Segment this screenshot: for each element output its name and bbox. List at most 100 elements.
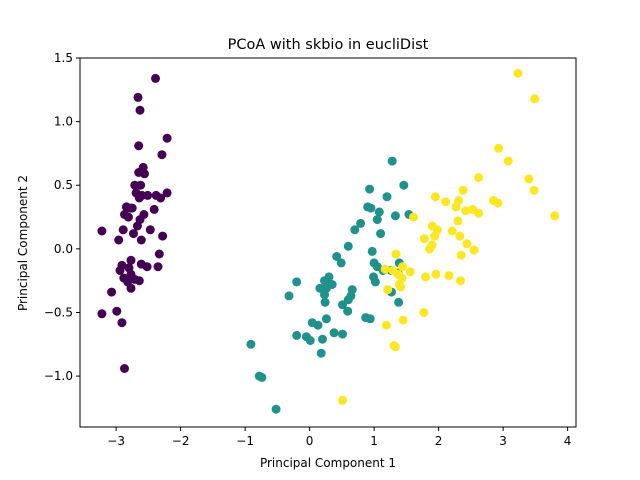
point-cluster-3-47 (398, 315, 408, 325)
point-cluster-3-7 (529, 185, 539, 195)
y-tick-label: 1.5 (54, 51, 73, 65)
chart-title: PCoA with skbio in eucliDist (228, 37, 429, 53)
y-axis: −1.0 −0.5 0.0 0.5 1.0 1.5 (44, 51, 80, 383)
point-cluster-1-52 (117, 318, 127, 328)
x-tick-label: 1 (370, 434, 378, 448)
point-cluster-2-53 (316, 348, 326, 358)
point-cluster-3-48 (381, 320, 391, 330)
plot-frame (79, 57, 577, 428)
point-cluster-1-53 (120, 364, 129, 373)
point-cluster-1-51 (97, 309, 107, 319)
point-cluster-3-17 (474, 208, 484, 218)
point-cluster-3-26 (419, 234, 429, 244)
point-cluster-2-26 (320, 276, 329, 286)
point-cluster-2-39 (338, 300, 347, 310)
point-cluster-3-40 (421, 272, 431, 282)
point-cluster-2-57 (271, 404, 281, 414)
point-cluster-1-11 (130, 180, 140, 190)
point-cluster-3-42 (456, 276, 465, 286)
point-cluster-1-16 (143, 190, 153, 200)
point-cluster-2-38 (284, 291, 294, 301)
point-cluster-3-5 (474, 173, 484, 183)
x-tick-label: 2 (435, 434, 443, 448)
point-cluster-1-36 (126, 255, 136, 265)
point-cluster-1-5 (134, 141, 144, 151)
point-cluster-1-13 (162, 188, 172, 198)
point-cluster-3-3 (494, 143, 504, 153)
point-cluster-1-3 (135, 105, 145, 115)
x-tick-label: 0 (306, 434, 314, 448)
point-cluster-2-40 (394, 297, 404, 307)
point-cluster-3-4 (503, 156, 513, 166)
point-cluster-3-16 (461, 206, 471, 216)
point-cluster-3-6 (524, 174, 534, 184)
y-tick-label: 0.0 (54, 242, 73, 256)
point-cluster-3-46 (419, 308, 429, 317)
x-tick-label: −1 (236, 434, 254, 448)
point-cluster-3-34 (380, 264, 390, 274)
point-cluster-2-50 (329, 328, 339, 338)
x-tick-label: −3 (107, 434, 125, 448)
point-cluster-2-34 (320, 297, 330, 307)
point-cluster-1-31 (129, 229, 138, 239)
point-cluster-2-30 (315, 283, 325, 293)
point-cluster-1-22 (149, 204, 159, 214)
point-cluster-2-49 (305, 336, 315, 345)
point-cluster-3-41 (444, 271, 454, 281)
point-cluster-2-44 (365, 314, 375, 324)
point-cluster-1-34 (136, 235, 146, 245)
point-cluster-3-39 (431, 269, 441, 279)
point-cluster-1-50 (112, 306, 122, 316)
point-cluster-1-29 (145, 225, 155, 235)
point-cluster-2-14 (343, 241, 353, 251)
point-cluster-2-54 (246, 339, 256, 349)
x-axis-label: Principal Component 1 (260, 456, 396, 470)
point-cluster-1-47 (134, 276, 144, 286)
point-cluster-1-40 (153, 262, 163, 272)
point-cluster-3-29 (425, 244, 435, 254)
point-cluster-3-44 (383, 285, 393, 295)
point-cluster-3-51 (338, 395, 347, 405)
point-cluster-1-27 (132, 221, 142, 231)
point-cluster-2-47 (292, 330, 302, 340)
point-cluster-3-18 (550, 211, 560, 221)
point-cluster-1-32 (97, 226, 107, 236)
y-axis-label: Principal Component 2 (16, 175, 30, 311)
point-cluster-1-25 (123, 212, 133, 222)
point-cluster-1-42 (115, 266, 125, 275)
y-tick-label: 0.5 (54, 178, 73, 192)
y-tick-label: −1.0 (44, 369, 73, 383)
point-cluster-2-2 (399, 180, 409, 190)
point-cluster-1-9 (140, 169, 149, 179)
point-cluster-1-48 (126, 283, 136, 293)
point-cluster-3-19 (409, 212, 418, 222)
point-cluster-3-9 (430, 192, 440, 202)
point-cluster-2-46 (307, 318, 317, 328)
point-cluster-1-39 (142, 262, 152, 272)
point-cluster-2-4 (382, 192, 392, 202)
point-cluster-1-30 (158, 231, 168, 241)
point-cluster-3-45 (396, 282, 406, 292)
point-cluster-2-3 (365, 184, 375, 194)
point-cluster-2-6 (366, 203, 376, 213)
point-cluster-2-13 (376, 229, 386, 239)
point-cluster-2-43 (321, 314, 331, 324)
point-cluster-1-49 (107, 287, 117, 297)
point-cluster-3-2 (530, 94, 540, 104)
point-cluster-2-32 (321, 283, 331, 293)
point-cluster-2-18 (336, 258, 346, 268)
point-cluster-3-33 (398, 262, 407, 272)
y-tick-label: 1.0 (54, 115, 73, 129)
point-cluster-2-41 (343, 306, 353, 316)
point-cluster-3-13 (493, 198, 503, 208)
point-cluster-2-56 (257, 372, 267, 382)
point-cluster-2-12 (350, 225, 360, 235)
point-cluster-2-29 (370, 277, 380, 287)
point-cluster-3-25 (455, 231, 465, 241)
point-cluster-2-28 (292, 277, 302, 287)
point-cluster-3-14 (451, 202, 461, 212)
point-cluster-3-11 (441, 197, 451, 207)
x-tick-label: 3 (499, 434, 507, 448)
point-cluster-2-17 (332, 252, 342, 261)
